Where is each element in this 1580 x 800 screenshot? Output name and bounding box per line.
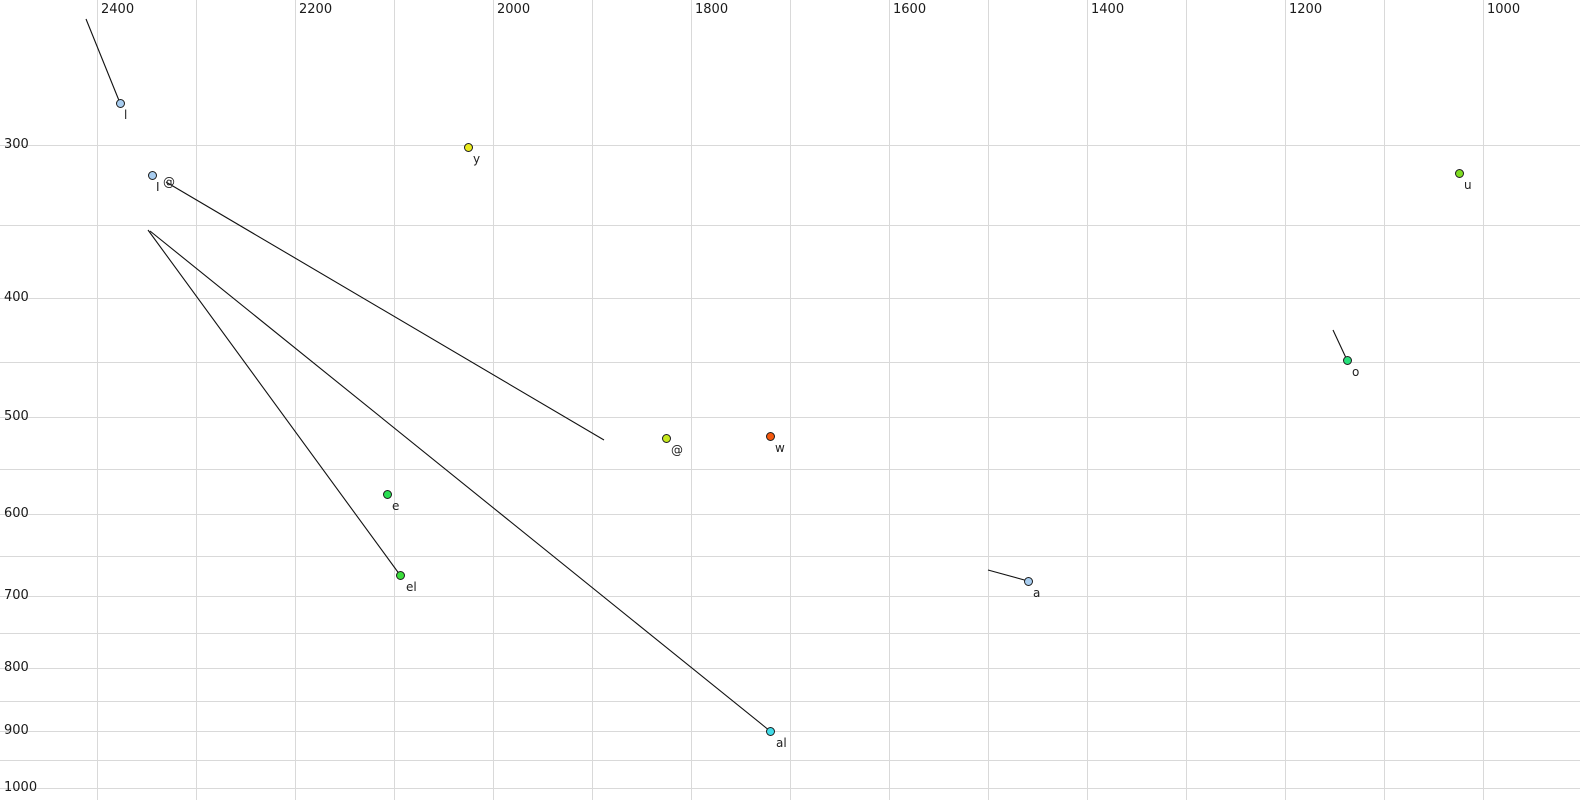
- gridline-x-major-1400: [1087, 0, 1088, 800]
- data-point-e[interactable]: [382, 489, 392, 499]
- gridline-y-minor-3: [0, 556, 1580, 557]
- gridline-x-minor-5: [1186, 0, 1187, 800]
- y-axis-tick-label-500: 500: [4, 409, 29, 424]
- gridline-x-major-1200: [1285, 0, 1286, 800]
- data-point-@[interactable]: [661, 433, 671, 443]
- gridline-x-major-1600: [889, 0, 890, 800]
- data-point-w[interactable]: [765, 431, 775, 441]
- x-axis-tick-label-1600: 1600: [893, 2, 927, 17]
- gridline-x-minor-4: [988, 0, 989, 800]
- gridline-x-minor-2: [592, 0, 593, 800]
- data-point-label-e: e: [392, 499, 400, 513]
- y-axis-tick-label-600: 600: [4, 506, 29, 521]
- gridline-y-minor-5: [0, 701, 1580, 702]
- text-label-@: @: [163, 175, 175, 189]
- data-point-al[interactable]: [765, 726, 775, 736]
- gridline-x-minor-0: [196, 0, 197, 800]
- data-point-y[interactable]: [463, 142, 473, 152]
- data-point-label-el: el: [406, 580, 417, 594]
- data-point-label-y: y: [473, 152, 481, 166]
- data-point-l[interactable]: [115, 98, 125, 108]
- connector-line-5: [987, 569, 1029, 582]
- x-axis-tick-label-1400: 1400: [1091, 2, 1125, 17]
- gridline-x-minor-6: [1384, 0, 1385, 800]
- connector-line-0: [85, 18, 121, 104]
- data-point-label-@: @: [671, 443, 683, 457]
- data-point-a[interactable]: [1023, 576, 1033, 586]
- gridline-x-major-2200: [295, 0, 296, 800]
- gridline-x-major-2400: [97, 0, 98, 800]
- y-axis-tick-label-400: 400: [4, 290, 29, 305]
- x-axis-tick-label-2000: 2000: [497, 2, 531, 17]
- data-point-u[interactable]: [1454, 168, 1464, 178]
- data-point-o[interactable]: [1342, 355, 1352, 365]
- y-axis-tick-label-800: 800: [4, 660, 29, 675]
- gridline-y-major-600: [0, 514, 1580, 515]
- gridline-y-minor-6: [0, 760, 1580, 761]
- x-axis-tick-label-2200: 2200: [299, 2, 333, 17]
- gridline-x-major-2000: [493, 0, 494, 800]
- data-point-label-w: w: [775, 441, 785, 455]
- x-axis-tick-label-1200: 1200: [1289, 2, 1323, 17]
- data-point-label-o: o: [1352, 365, 1360, 379]
- gridline-y-major-300: [0, 145, 1580, 146]
- data-point-I[interactable]: [147, 170, 157, 180]
- gridline-y-minor-4: [0, 633, 1580, 634]
- data-point-label-a: a: [1033, 586, 1041, 600]
- gridline-y-minor-1: [0, 362, 1580, 363]
- data-point-label-u: u: [1464, 178, 1472, 192]
- gridline-y-major-900: [0, 731, 1580, 732]
- x-axis-tick-label-1000: 1000: [1487, 2, 1521, 17]
- gridline-y-major-1000: [0, 788, 1580, 789]
- gridline-y-minor-0: [0, 225, 1580, 226]
- gridline-x-major-1800: [691, 0, 692, 800]
- gridline-x-minor-1: [394, 0, 395, 800]
- gridline-y-major-500: [0, 417, 1580, 418]
- gridline-y-major-400: [0, 298, 1580, 299]
- data-point-el[interactable]: [395, 570, 405, 580]
- y-axis-tick-label-300: 300: [4, 137, 29, 152]
- gridline-y-minor-2: [0, 469, 1580, 470]
- data-point-label-al: al: [776, 736, 787, 750]
- data-point-label-I: I: [156, 180, 160, 194]
- gridline-y-major-800: [0, 668, 1580, 669]
- x-axis-tick-label-1800: 1800: [695, 2, 729, 17]
- x-axis-tick-label-2400: 2400: [101, 2, 135, 17]
- gridline-x-major-1000: [1483, 0, 1484, 800]
- connector-line-3: [149, 230, 771, 732]
- gridline-y-major-700: [0, 596, 1580, 597]
- y-axis-tick-label-1000: 1000: [4, 780, 38, 795]
- data-point-label-l: l: [124, 108, 128, 122]
- y-axis-tick-label-700: 700: [4, 588, 29, 603]
- connector-line-1: [165, 181, 605, 441]
- gridline-x-minor-3: [790, 0, 791, 800]
- connector-line-2: [147, 229, 401, 576]
- y-axis-tick-label-900: 900: [4, 723, 29, 738]
